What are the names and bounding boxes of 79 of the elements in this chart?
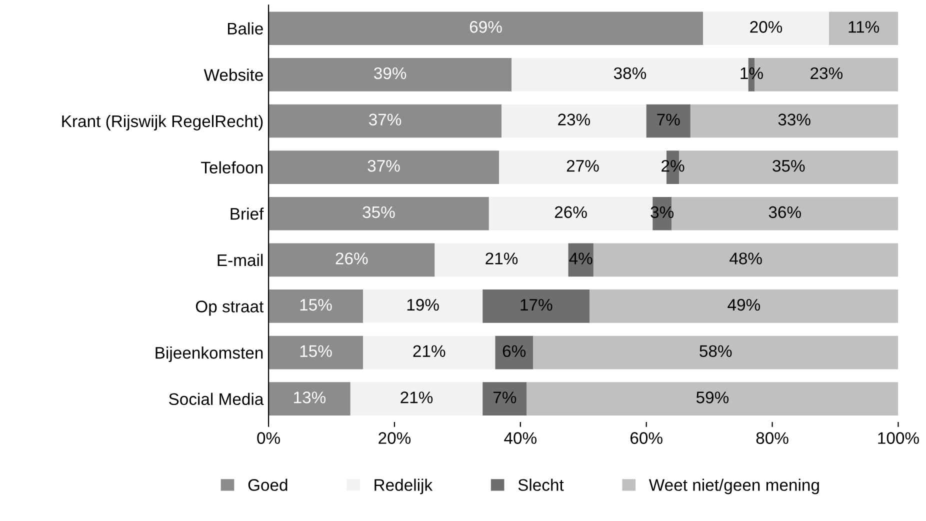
y-tick-label: Telefoon <box>201 161 263 174</box>
data-label: 21% <box>400 392 433 404</box>
data-label: 59% <box>696 392 729 404</box>
data-label: 13% <box>294 392 326 404</box>
data-label: 15% <box>300 345 332 358</box>
legend-label: Weet niet/geen mening <box>648 478 819 494</box>
y-tick-label: Balie <box>228 22 263 35</box>
data-label: 26% <box>336 252 368 264</box>
bar <box>646 104 690 138</box>
bar <box>703 12 829 46</box>
data-label: 35% <box>362 206 395 218</box>
data-label: 39% <box>374 67 406 80</box>
bar <box>362 290 483 323</box>
x-tick-label: 20% <box>378 432 411 444</box>
bar <box>672 196 898 230</box>
data-label: 23% <box>810 67 843 80</box>
data-label: 37% <box>368 160 400 172</box>
bar <box>482 290 590 323</box>
bar <box>690 104 898 138</box>
data-label: 19% <box>407 298 439 311</box>
legend-label: Redelijk <box>374 478 433 494</box>
data-label: 17% <box>520 298 552 311</box>
bar <box>568 243 594 277</box>
data-label: 1% <box>740 67 763 80</box>
data-label: 15% <box>300 298 332 311</box>
data-label: 7% <box>657 114 680 126</box>
data-label: 11% <box>848 21 880 33</box>
legend-label: Goed <box>248 478 288 491</box>
x-tick-label: 40% <box>504 432 536 444</box>
bar <box>268 243 435 277</box>
bar <box>495 336 534 370</box>
data-label: 33% <box>778 114 810 126</box>
data-label: 49% <box>728 298 760 311</box>
bar <box>502 104 646 138</box>
x-tick-label: 0% <box>257 432 280 444</box>
x-tick-label: 100% <box>878 432 919 444</box>
bar <box>526 382 898 416</box>
data-label: 37% <box>368 114 402 126</box>
bar <box>268 104 502 138</box>
data-label: 21% <box>486 252 518 264</box>
bar <box>350 382 483 416</box>
data-label: 35% <box>772 160 805 172</box>
x-tick-label: 80% <box>756 432 788 444</box>
bar <box>268 12 704 46</box>
data-label: 58% <box>700 345 732 358</box>
bar <box>268 58 512 92</box>
y-tick-label: Brief <box>230 208 264 220</box>
bar <box>268 150 500 184</box>
legend-label: Slecht <box>518 478 564 491</box>
data-label: 27% <box>566 160 599 172</box>
data-label: 6% <box>502 345 526 358</box>
data-label: 20% <box>750 21 782 33</box>
data-label: 36% <box>768 206 801 218</box>
y-tick-label: Social Media <box>169 392 264 406</box>
data-label: 69% <box>470 21 502 33</box>
data-label: 48% <box>730 252 762 264</box>
bar <box>268 196 489 230</box>
bar <box>828 12 898 46</box>
y-tick-label: Op straat <box>196 300 264 316</box>
data-label: 38% <box>614 67 646 80</box>
bar <box>533 336 898 370</box>
bar <box>434 243 568 277</box>
bar <box>362 336 496 370</box>
bar <box>482 382 527 416</box>
x-tick-label: 60% <box>630 432 662 444</box>
data-label: 4% <box>569 252 592 264</box>
bar <box>590 290 898 323</box>
bar <box>268 336 363 370</box>
y-tick-label: Bijeenkomsten <box>156 346 263 362</box>
data-label: 23% <box>558 114 590 126</box>
y-tick-label: Krant (Rijswijk RegelRecht) <box>62 114 263 130</box>
data-label: 7% <box>493 392 516 404</box>
y-tick-label: Website <box>204 68 263 81</box>
y-tick-label: E-mail <box>218 254 263 266</box>
bar <box>268 382 350 416</box>
bar <box>593 243 898 277</box>
bar <box>268 290 363 323</box>
data-label: 26% <box>554 206 587 218</box>
data-label: 21% <box>413 345 446 357</box>
